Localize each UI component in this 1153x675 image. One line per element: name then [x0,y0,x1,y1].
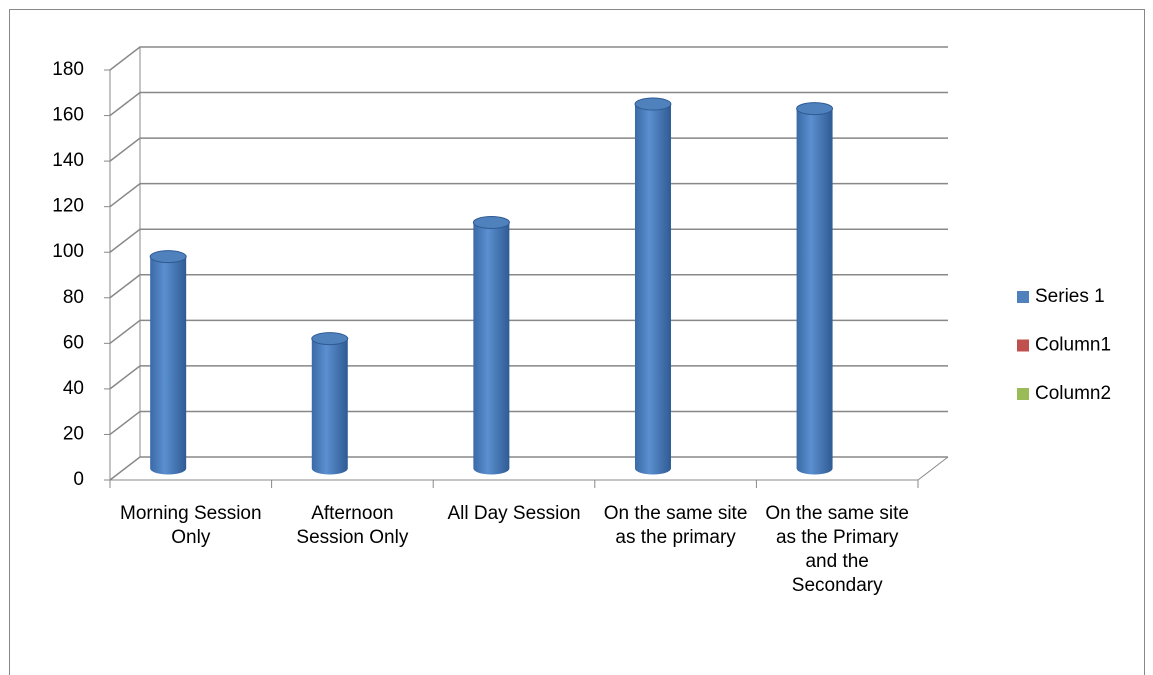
x-tick-label: On the same site as the primary [603,503,748,548]
grid-line [109,319,948,344]
legend-label: Column1 [1035,335,1111,356]
legend-label: Column2 [1035,383,1111,404]
y-tick-label: 0 [73,469,84,490]
y-tick-label: 180 [52,59,84,80]
chart-frame [9,9,1145,675]
y-tick-label: 80 [63,287,84,308]
y-tick-label: 40 [63,378,84,399]
bar [311,332,349,475]
bar-part [150,256,187,475]
grid-line [109,456,948,481]
grid-line [109,137,948,162]
grid-line [109,365,948,390]
legend-swatch [1017,339,1029,352]
y-tick-label: 60 [63,332,84,353]
legend-swatch [1017,291,1029,303]
y-tick-label: 160 [52,105,84,126]
bar [472,216,510,475]
bar [149,250,187,475]
y-tick-label: 120 [52,196,84,217]
bar-part [311,338,348,475]
grid-line [109,228,948,253]
legend-swatch [1017,388,1029,400]
bar-part [634,97,672,111]
y-tick-label: 100 [52,241,84,262]
bar-part [311,332,349,346]
bar [634,97,672,475]
x-tick-label: All Day Session [447,503,581,524]
bar-part [796,102,834,116]
bar-part [634,104,671,475]
grid-line [109,274,948,299]
bar-part [473,222,510,475]
grid-line [109,410,948,436]
x-tick-label: Afternoon Session Only [296,503,409,548]
x-tick-label: Morning Session Only [120,503,262,548]
grid-line [109,91,948,117]
x-tick-label: On the same site as the Primary and the … [765,503,909,596]
y-tick-label: 20 [63,423,84,444]
bar [796,102,834,475]
grid-line [109,46,948,71]
bar-part [796,108,833,475]
legend-label: Series 1 [1035,286,1105,307]
bar-part [472,216,510,229]
grid-line [109,182,948,208]
bar-part [149,250,187,264]
y-tick-label: 140 [52,150,84,171]
floor-edge [917,456,949,481]
